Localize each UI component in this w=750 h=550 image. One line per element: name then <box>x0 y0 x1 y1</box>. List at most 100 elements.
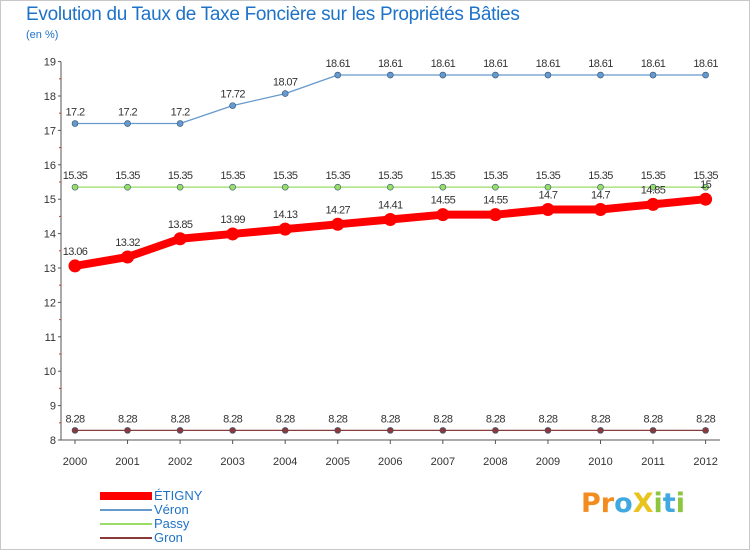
y-tick-label: 15 <box>44 194 56 206</box>
data-point <box>699 192 713 206</box>
data-label: 15.35 <box>483 170 508 182</box>
data-label: 15.35 <box>220 170 245 182</box>
data-point <box>68 259 82 273</box>
data-point <box>176 427 184 434</box>
y-tick-label: 10 <box>44 366 56 378</box>
x-tick-label: 2002 <box>168 456 192 468</box>
data-label: 18.61 <box>693 58 718 70</box>
y-tick-label: 19 <box>44 57 56 69</box>
data-label: 15.35 <box>115 170 140 182</box>
data-point <box>492 427 499 434</box>
data-point <box>176 183 184 191</box>
data-label: 14.7 <box>591 190 610 202</box>
data-point <box>229 183 236 191</box>
data-label: 13.85 <box>168 219 193 231</box>
data-point <box>226 227 240 241</box>
data-label: 15.35 <box>168 170 193 182</box>
data-label: 8.28 <box>223 413 242 425</box>
data-label: 14.7 <box>538 190 557 202</box>
y-tick-label: 11 <box>45 332 56 344</box>
data-point <box>334 71 342 79</box>
data-label: 8.28 <box>486 413 505 425</box>
data-point <box>281 90 289 97</box>
legend-swatch <box>100 537 152 539</box>
x-tick-label: 2012 <box>693 456 717 468</box>
data-point <box>439 183 447 191</box>
data-label: 18.61 <box>378 58 403 70</box>
data-label: 13.99 <box>220 214 245 226</box>
data-point <box>124 120 131 127</box>
data-point <box>71 427 79 434</box>
data-point <box>597 183 604 191</box>
y-tick-label: 18 <box>44 91 56 103</box>
y-tick-label: 12 <box>44 297 56 309</box>
data-point <box>702 71 709 79</box>
data-label: 15.35 <box>641 170 666 182</box>
data-label: 17.2 <box>118 107 137 119</box>
x-tick-label: 2009 <box>536 456 560 468</box>
legend-swatch <box>100 509 152 511</box>
data-point <box>492 183 499 191</box>
x-tick-label: 2011 <box>641 456 665 468</box>
data-label: 8.28 <box>171 413 190 425</box>
series-line-véron <box>74 74 707 125</box>
data-label: 18.61 <box>483 58 508 70</box>
data-label: 17.2 <box>171 107 190 119</box>
x-tick-label: 2007 <box>431 456 455 468</box>
data-point <box>121 250 135 264</box>
data-label: 8.28 <box>118 413 137 425</box>
data-label: 14.55 <box>431 195 456 207</box>
data-label: 15.35 <box>63 170 88 182</box>
y-tick-label: 13 <box>44 263 56 275</box>
y-tick-label: 8 <box>50 435 56 447</box>
data-label: 18.61 <box>431 58 456 70</box>
data-point <box>334 183 342 191</box>
data-point <box>386 183 394 191</box>
data-point <box>176 120 184 127</box>
data-label: 8.28 <box>696 413 715 425</box>
x-tick-label: 2003 <box>220 456 244 468</box>
y-tick-label: 16 <box>44 160 56 172</box>
data-label: 8.28 <box>433 413 452 425</box>
logo-letter: i <box>653 488 663 519</box>
data-label: 15.35 <box>431 170 456 182</box>
data-label: 13.06 <box>63 246 88 258</box>
legend-label: Passy <box>154 516 190 531</box>
y-tick-label: 17 <box>44 125 56 137</box>
x-tick-label: 2010 <box>588 456 612 468</box>
data-label: 8.28 <box>328 413 347 425</box>
legend-label: ÉTIGNY <box>154 488 203 503</box>
data-point <box>488 208 502 222</box>
data-point <box>594 203 607 217</box>
chart-title: Evolution du Taux de Taxe Foncière sur l… <box>26 4 520 25</box>
data-label: 15 <box>700 179 712 191</box>
data-point <box>649 71 657 79</box>
data-point <box>597 71 604 79</box>
logo-letter: o <box>614 488 633 519</box>
x-tick-label: 2000 <box>63 456 87 468</box>
data-label: 18.61 <box>536 58 561 70</box>
legend-label: Gron <box>154 530 183 545</box>
data-point <box>541 203 555 217</box>
data-label: 18.61 <box>641 58 666 70</box>
x-tick-label: 2006 <box>378 456 402 468</box>
data-point <box>278 222 292 236</box>
data-label: 8.28 <box>644 413 663 425</box>
legend-label: Véron <box>154 502 189 517</box>
logo-letter: P <box>581 488 601 519</box>
data-point <box>334 427 342 434</box>
data-label: 8.28 <box>381 413 400 425</box>
logo-letter: X <box>632 488 654 519</box>
data-point <box>646 197 660 211</box>
data-label: 15.35 <box>273 170 298 182</box>
legend-item: Véron <box>100 503 189 517</box>
data-point <box>702 427 709 434</box>
data-point <box>229 102 236 109</box>
data-point <box>124 427 131 434</box>
data-point <box>71 183 79 191</box>
data-label: 15.35 <box>536 170 561 182</box>
data-point <box>386 71 394 79</box>
data-label: 15.35 <box>378 170 403 182</box>
proxiti-logo: ProXiti <box>581 488 685 519</box>
